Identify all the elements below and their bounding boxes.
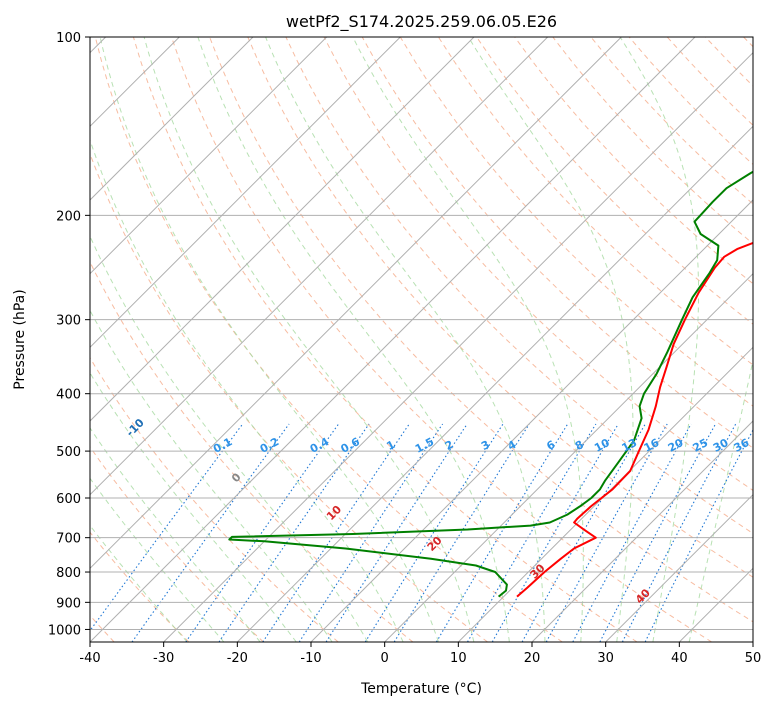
profile-series-1 [516,241,753,598]
isotherm-0 [384,272,753,642]
mixing-ratio-label: 20 [666,436,686,455]
isotherm--70 [90,37,475,422]
x-tick-label: -40 [79,651,100,666]
dry-adiabat-40 [171,37,712,642]
y-tick-label: 600 [56,492,81,507]
isotherm-10 [457,346,753,642]
y-tick-label: 500 [56,445,81,460]
mixing-line-0.4 [185,423,340,642]
plot-area: 0.10.20.40.611.52346810131620253036-100-… [90,37,753,642]
x-tick-label: 30 [597,651,614,666]
mixing-line-20 [572,423,692,642]
x-tick-label: -30 [153,651,174,666]
isotherm--50 [90,37,622,570]
x-axis: -40 -30 -20 -10 0 10 20 30 40 50 [79,642,761,666]
y-tick-label: 1000 [48,623,81,638]
mixing-line-0.2 [131,423,290,642]
dry-adiabat-100 [399,37,753,407]
chart-title: wetPf2_S174.2025.259.06.05.E26 [286,12,557,32]
isotherm-30 [605,493,753,642]
moist-adiabat-5 [99,37,439,642]
moist-adiabat--20 [90,427,261,642]
mixing-ratio-label: 30 [711,436,731,455]
y-tick-label: 800 [56,566,81,581]
y-tick-label: 100 [56,31,81,46]
x-tick-label: 50 [745,651,762,666]
mixing-ratio-label: 36 [732,436,752,455]
mixing-line-8 [467,423,597,642]
profile-series-2 [228,170,753,598]
profile-series [228,170,753,598]
x-axis-label: Temperature (°C) [360,681,482,697]
mixing-ratio-label: 16 [642,436,662,455]
dry-adiabat-50 [209,37,753,623]
isotherm--20 [236,125,753,642]
isotherm--60 [90,37,549,496]
moist-adiabat-35 [619,37,699,642]
y-axis-label: Pressure (hPa) [12,289,28,389]
y-tick-label: 300 [56,314,81,329]
y-axis: 100 200 300 400 500 600 700 800 900 1000 [48,31,90,638]
mixing-line-4 [393,423,530,642]
mixing-ratio-label: 25 [691,436,711,455]
isotherm--40 [90,37,696,642]
moist-adiabat-20 [265,37,546,642]
dry-adiabat-30 [132,37,638,642]
moist-adiabat-10 [143,37,475,642]
x-tick-label: 10 [450,651,467,666]
mixing-ratio-lines [90,423,753,642]
dry-adiabat--30 [90,531,190,642]
isotherms [90,37,753,642]
moist-adiabats [90,37,753,642]
isotherm--10 [310,199,753,642]
dry-adiabat-10 [90,152,488,642]
mixing-line-30 [621,423,737,642]
mixing-line-16 [545,423,668,642]
y-tick-label: 400 [56,388,81,403]
mixing-line-0.6 [218,423,370,642]
dry-adiabat-60 [247,37,753,578]
plot-frame [89,36,754,643]
y-tick-label: 200 [56,209,81,224]
x-tick-label: -10 [300,651,321,666]
dry-adiabat--10 [90,356,339,642]
mixing-ratio-label: 13 [620,436,640,455]
dry-adiabat-90 [361,37,753,449]
dry-adiabat--20 [90,446,264,642]
mixing-line-3 [364,423,504,642]
mixing-line-6 [435,423,569,642]
x-tick-label: 20 [524,651,541,666]
x-tick-label: 40 [671,651,688,666]
moist-adiabat--5 [90,235,369,642]
mixing-line-25 [599,423,716,642]
isotherm-20 [531,420,753,642]
y-tick-label: 900 [56,596,81,611]
y-tick-label: 700 [56,532,81,547]
x-tick-label: 0 [381,651,389,666]
mixing-line-1 [262,423,410,642]
isotherm--90 [90,37,328,275]
moist-adiabat-0 [90,138,404,642]
mixing-line-13 [521,423,646,642]
moist-adiabat--10 [90,309,333,642]
mixing-ratio-label: 10 [592,436,612,455]
isotherm--80 [90,37,401,349]
x-tick-label: -20 [227,651,248,666]
dry-adiabat-130 [514,37,753,285]
mixing-line-36 [644,428,753,642]
isotherm--100 [90,37,254,201]
moist-adiabat-25 [352,37,584,642]
dry-adiabat-20 [94,37,563,642]
dry-adiabats [90,37,753,642]
isobars [90,37,753,630]
